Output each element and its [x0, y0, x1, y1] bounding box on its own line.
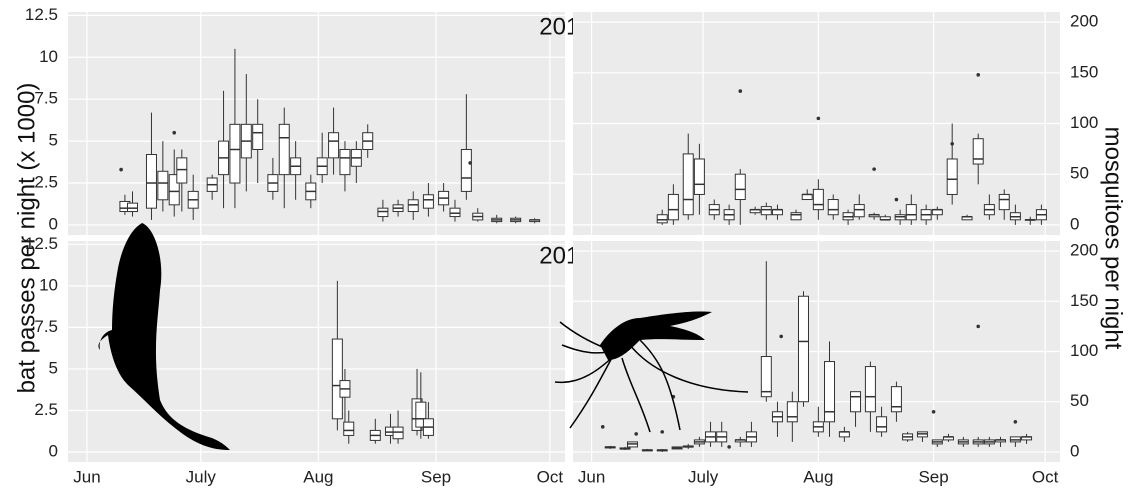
- box-body: [877, 417, 887, 432]
- box-body: [828, 200, 838, 215]
- box-body: [802, 194, 812, 199]
- y-tick-label: 50: [1070, 164, 1089, 183]
- y-tick-label: 12.5: [25, 5, 58, 24]
- box-body: [932, 210, 942, 215]
- outlier: [779, 335, 783, 339]
- outlier: [872, 167, 876, 171]
- box-body: [999, 194, 1009, 209]
- box-body: [839, 432, 849, 437]
- y-tick-label: 10: [39, 275, 58, 294]
- box-body: [423, 195, 433, 208]
- box-body: [146, 155, 156, 209]
- x-tick-label: Oct: [1032, 467, 1059, 486]
- y-tick-label: 0: [49, 214, 58, 233]
- outlier: [1014, 420, 1018, 424]
- x-tick-label: Sep: [918, 467, 948, 486]
- box-body: [177, 158, 187, 183]
- outlier: [950, 142, 954, 146]
- box-body: [694, 159, 704, 194]
- box-body: [891, 387, 901, 412]
- x-tick-label: Aug: [303, 467, 333, 486]
- box-body: [127, 203, 137, 211]
- y-tick-label: 150: [1070, 62, 1098, 81]
- y-axis-label: mosquitoes per night: [1100, 127, 1127, 350]
- y-tick-label: 150: [1070, 291, 1098, 310]
- y-tick-label: 12.5: [25, 234, 58, 253]
- box-body: [851, 392, 861, 412]
- outlier: [727, 445, 731, 449]
- y-tick-label: 7.5: [34, 317, 58, 336]
- box-body: [461, 149, 471, 191]
- x-tick-label: Aug: [803, 467, 833, 486]
- y-tick-label: 0: [1070, 214, 1079, 233]
- box-body: [329, 133, 339, 158]
- x-tick-label: Sep: [421, 467, 451, 486]
- panels: 02.557.51012.52017bat passes per night (…: [13, 5, 1126, 487]
- outlier: [119, 168, 123, 172]
- outlier: [634, 432, 638, 436]
- box-body: [906, 205, 916, 220]
- box-body: [787, 402, 797, 422]
- box-body: [772, 210, 782, 215]
- box-body: [657, 215, 667, 223]
- box-body: [735, 174, 745, 199]
- outlier: [172, 131, 176, 135]
- box-body: [761, 207, 771, 215]
- box-body: [973, 139, 983, 164]
- x-tick-label: Jun: [73, 467, 100, 486]
- box-body: [450, 208, 460, 216]
- box-body: [813, 189, 823, 209]
- x-tick-label: Oct: [537, 467, 564, 486]
- box-body: [332, 339, 342, 419]
- y-tick-label: 0: [49, 442, 58, 461]
- panel-background: [68, 12, 565, 235]
- outlier: [976, 325, 980, 329]
- box-body: [947, 159, 957, 194]
- y-tick-label: 10: [39, 47, 58, 66]
- y-tick-label: 2.5: [34, 400, 58, 419]
- box-body: [761, 357, 771, 397]
- box-body: [253, 124, 263, 149]
- x-tick-label: Jun: [578, 467, 605, 486]
- box-body: [865, 367, 875, 412]
- box-body: [230, 124, 240, 183]
- outlier: [738, 89, 742, 93]
- outlier: [601, 425, 605, 429]
- box-body: [158, 171, 168, 200]
- y-tick-label: 0: [1070, 441, 1079, 460]
- outlier: [660, 430, 664, 434]
- box-body: [408, 200, 418, 212]
- box-body: [340, 149, 350, 174]
- box-body: [854, 205, 864, 217]
- y-tick-label: 5: [49, 358, 58, 377]
- box-body: [683, 154, 693, 215]
- box-body: [798, 296, 808, 401]
- y-tick-label: 100: [1070, 113, 1098, 132]
- panel: 0 50 100 150 200 Jun July Aug Sep Oct: [573, 241, 1098, 487]
- box-body: [279, 124, 289, 174]
- box-body: [791, 213, 801, 220]
- outlier: [817, 117, 821, 121]
- box-body: [378, 208, 388, 216]
- y-tick-label: 5: [49, 131, 58, 150]
- outlier: [468, 161, 472, 165]
- outlier: [932, 410, 936, 414]
- y-tick-label: 100: [1070, 341, 1098, 360]
- x-tick-label: July: [688, 467, 719, 486]
- box-body: [393, 427, 403, 439]
- outlier: [976, 73, 980, 77]
- box-body: [344, 422, 354, 435]
- outlier: [895, 198, 899, 202]
- y-tick-label: 200: [1070, 12, 1098, 31]
- box-body: [668, 194, 678, 219]
- y-tick-label: 200: [1070, 241, 1098, 260]
- x-tick-label: July: [186, 467, 217, 486]
- chart: 02.557.51012.52017bat passes per night (…: [0, 0, 1132, 492]
- box-body: [825, 362, 835, 422]
- y-tick-label: 50: [1070, 391, 1089, 410]
